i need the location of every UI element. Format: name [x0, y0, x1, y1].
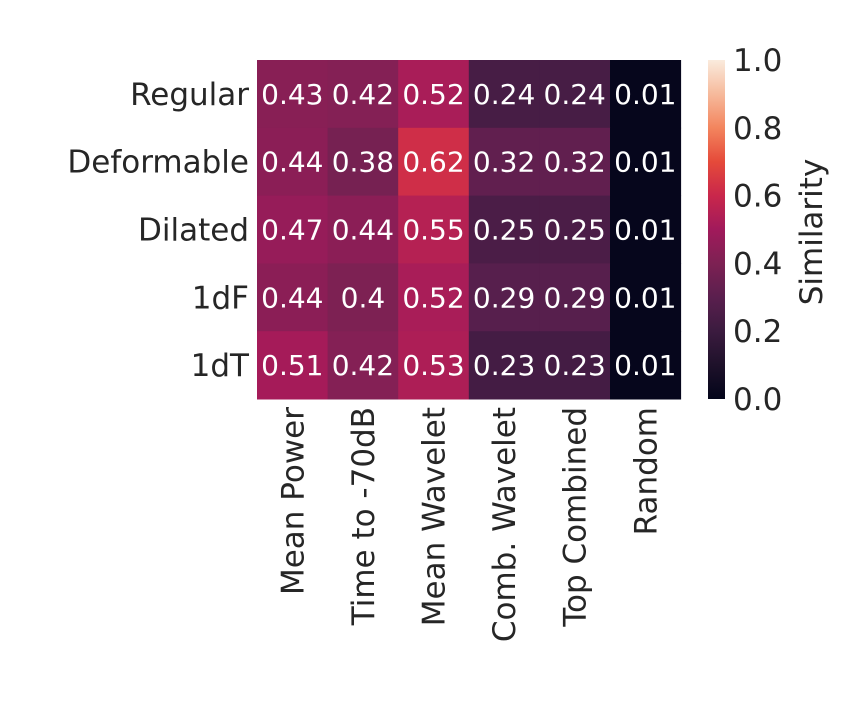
cell-value-label: 0.55 — [402, 214, 464, 247]
heatmap-cell — [468, 60, 540, 129]
cell-value-label: 0.44 — [261, 281, 323, 314]
heatmap-cell — [327, 195, 399, 264]
heatmap-cell — [539, 127, 611, 197]
heatmap-cell — [539, 263, 611, 332]
cell-value-label: 0.62 — [402, 146, 464, 179]
cell-value-label: 0.32 — [544, 146, 606, 179]
colorbar-tick-label: 0.6 — [733, 179, 782, 215]
column-labels: Mean Power Time to -70dB Mean Wavelet Comb.… — [275, 407, 664, 642]
heatmap-cell — [257, 195, 329, 264]
heatmap-cell — [468, 331, 540, 400]
row-label: Dilated — [138, 213, 249, 249]
colorbar-tick-label: 1.0 — [733, 43, 782, 79]
cell-value-label: 0.29 — [544, 281, 606, 314]
heatmap-cell — [398, 331, 470, 400]
column-label: Mean Wavelet — [417, 407, 453, 626]
cell-value-label: 0.42 — [332, 78, 394, 111]
heatmap-cell — [257, 263, 329, 332]
cell-value-label: 0.42 — [332, 349, 394, 382]
heatmap-cell — [610, 195, 682, 264]
cell-value-label: 0.4 — [341, 281, 386, 314]
column-label: Mean Power — [275, 407, 311, 595]
heatmap-cells — [257, 60, 682, 400]
row-label: 1dT — [191, 348, 250, 384]
colorbar-label: Similarity — [794, 159, 830, 306]
cell-value-label: 0.25 — [544, 214, 606, 247]
cell-value-label: 0.24 — [473, 78, 535, 111]
cell-value-label: 0.23 — [544, 349, 606, 382]
cell-value-label: 0.29 — [473, 281, 535, 314]
heatmap-cell — [327, 263, 399, 332]
colorbar-tick-label: 0.4 — [733, 246, 782, 282]
column-label: Top Combined — [558, 407, 594, 628]
cell-value-label: 0.01 — [614, 214, 676, 247]
heatmap-cell — [610, 60, 682, 129]
cell-value-label: 0.25 — [473, 214, 535, 247]
colorbar-tick-label: 0.8 — [733, 111, 782, 147]
row-label: Regular — [130, 77, 249, 113]
row-label: Deformable — [67, 145, 249, 181]
cell-value-label: 0.01 — [614, 349, 676, 382]
heatmap-cell — [539, 60, 611, 129]
heatmap-cell — [468, 263, 540, 332]
cell-value-label: 0.01 — [614, 281, 676, 314]
colorbar-tick-label: 0.2 — [733, 314, 782, 350]
column-label: Comb. Wavelet — [487, 407, 523, 642]
heatmap-cell-labels: 0.43 0.42 0.52 0.24 0.24 0.010.44 0.38 0.62 0.32… — [261, 78, 676, 382]
cell-value-label: 0.44 — [261, 146, 323, 179]
column-label: Random — [628, 407, 664, 535]
heatmap-cell — [468, 127, 540, 197]
heatmap-cell — [327, 127, 399, 197]
heatmap-cell — [398, 195, 470, 264]
heatmap-cell — [610, 127, 682, 197]
heatmap-cell — [398, 127, 470, 197]
heatmap-cell — [398, 60, 470, 129]
heatmap-cell — [539, 331, 611, 400]
heatmap-cell — [327, 331, 399, 400]
row-label: 1dF — [192, 280, 249, 316]
cell-value-label: 0.52 — [402, 281, 464, 314]
cell-value-label: 0.24 — [544, 78, 606, 111]
colorbar-tick-label: 0.0 — [733, 382, 782, 418]
heatmap-cell — [610, 263, 682, 332]
cell-value-label: 0.43 — [261, 78, 323, 111]
colorbar — [708, 60, 725, 399]
column-label: Time to -70dB — [346, 407, 382, 626]
heatmap-cell — [468, 195, 540, 264]
heatmap-cell — [539, 195, 611, 264]
heatmap-cell — [257, 331, 329, 400]
cell-value-label: 0.52 — [402, 78, 464, 111]
cell-value-label: 0.01 — [614, 78, 676, 111]
heatmap-cell — [610, 331, 682, 400]
heatmap-cell — [327, 60, 399, 129]
cell-value-label: 0.32 — [473, 146, 535, 179]
cell-value-label: 0.44 — [332, 214, 394, 247]
cell-value-label: 0.47 — [261, 214, 323, 247]
cell-value-label: 0.51 — [261, 349, 323, 382]
cell-value-label: 0.01 — [614, 146, 676, 179]
cell-value-label: 0.23 — [473, 349, 535, 382]
heatmap-cell — [257, 127, 329, 197]
cell-value-label: 0.38 — [332, 146, 394, 179]
heatmap-cell — [398, 263, 470, 332]
colorbar-ticks: 0.0 0.2 0.4 0.6 0.8 1.0 — [733, 43, 782, 418]
cell-value-label: 0.53 — [402, 349, 464, 382]
row-labels: Regular Deformable Dilated 1dF 1dT — [67, 77, 250, 384]
heatmap-cell — [257, 60, 329, 129]
